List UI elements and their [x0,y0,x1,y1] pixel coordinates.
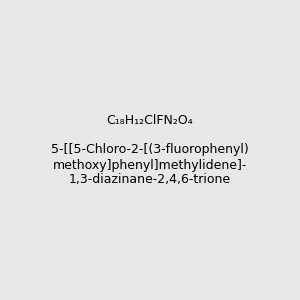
Text: C₁₈H₁₂ClFN₂O₄

5-[[5-Chloro-2-[(3-fluorophenyl)
methoxy]phenyl]methylidene]-
1,3: C₁₈H₁₂ClFN₂O₄ 5-[[5-Chloro-2-[(3-fluorop… [51,113,249,187]
